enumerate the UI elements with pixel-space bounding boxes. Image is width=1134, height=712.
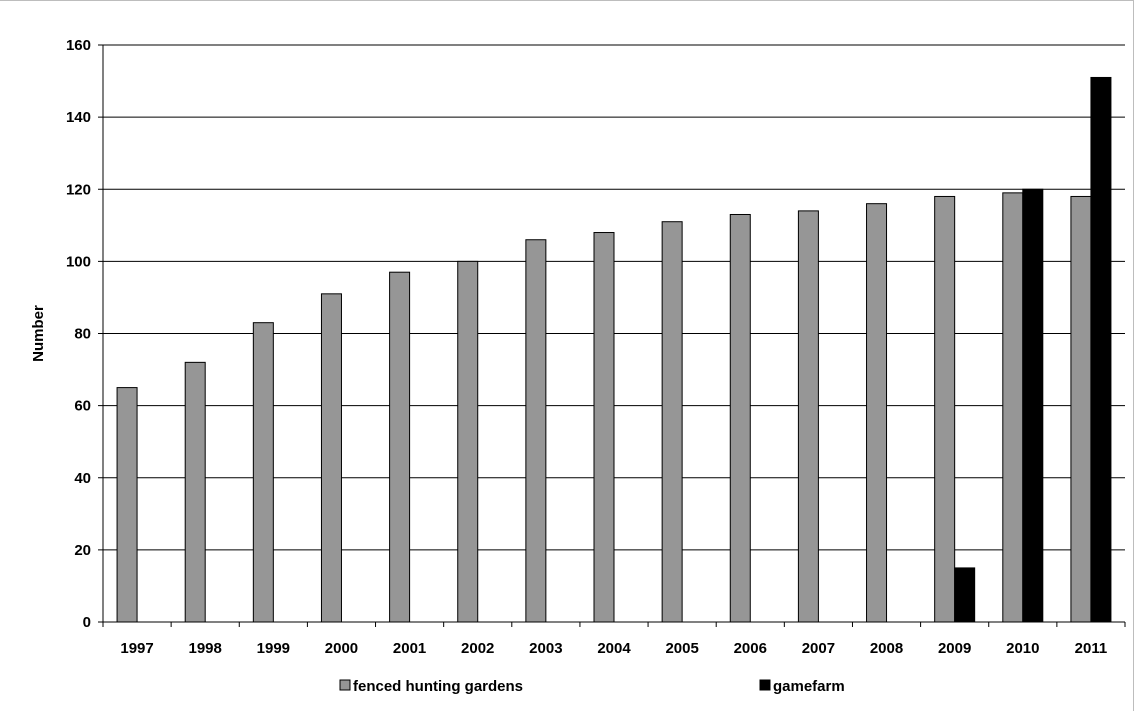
bar-fenced-hunting-gardens (184, 361, 206, 623)
y-tick-label: 160 (66, 37, 91, 54)
legend-label: gamefarm (773, 678, 845, 695)
x-tick-label: 2001 (393, 640, 426, 657)
bar-fenced-hunting-gardens (797, 210, 819, 623)
bar-fenced-hunting-gardens (729, 213, 751, 623)
bar-fenced-hunting-gardens (593, 232, 615, 623)
bar-fenced-hunting-gardens (934, 195, 956, 623)
bar-fenced-hunting-gardens (389, 271, 411, 623)
y-tick-label: 20 (74, 542, 91, 559)
y-tick-label: 80 (74, 326, 91, 343)
x-tick-label: 2004 (597, 640, 631, 657)
bar-fenced-hunting-gardens (320, 293, 342, 623)
x-tick-label: 2010 (1006, 640, 1039, 657)
y-tick-label: 60 (74, 398, 91, 415)
axes (98, 44, 1126, 627)
bar-fenced-hunting-gardens (252, 322, 274, 623)
y-axis-label: Number (30, 305, 47, 362)
bar-fenced-hunting-gardens (457, 260, 479, 623)
y-tick-label: 0 (83, 614, 91, 631)
bar-fenced-hunting-gardens (866, 203, 888, 623)
x-tick-label: 2009 (938, 640, 971, 657)
legend-swatch (339, 679, 351, 691)
bar-fenced-hunting-gardens (525, 239, 547, 623)
x-tick-label: 1999 (257, 640, 290, 657)
x-tick-label: 2003 (529, 640, 562, 657)
x-tick-label: 2007 (802, 640, 835, 657)
bar-fenced-hunting-gardens (1070, 195, 1092, 623)
bar-gamefarm (1090, 76, 1112, 623)
x-tick-label: 2005 (665, 640, 698, 657)
x-tick-label: 2002 (461, 640, 494, 657)
x-tick-label: 2008 (870, 640, 903, 657)
legend-swatch (759, 679, 771, 691)
x-tick-label: 2006 (734, 640, 767, 657)
y-tick-labels: 0 20 40 60 80 100 120 140 160 (66, 37, 91, 631)
y-tick-label: 100 (66, 253, 91, 270)
y-tick-label: 40 (74, 470, 91, 487)
bar-fenced-hunting-gardens (1002, 192, 1024, 623)
y-tick-label: 140 (66, 109, 91, 126)
legend-label: fenced hunting gardens (353, 678, 523, 695)
x-tick-label: 1997 (120, 640, 153, 657)
bar-fenced-hunting-gardens (116, 387, 138, 623)
bar-gamefarm (954, 567, 976, 623)
x-tick-label: 2011 (1075, 640, 1108, 657)
x-tick-label: 1998 (189, 640, 222, 657)
x-tick-label: 2000 (325, 640, 358, 657)
legend: fenced hunting gardens gamefarm (339, 678, 845, 695)
bars (116, 76, 1112, 623)
x-tick-labels: 1997 1998 1999 2000 2001 2002 2003 2004 2005 2006… (120, 640, 1107, 657)
bar-gamefarm (1022, 188, 1044, 623)
y-tick-label: 120 (66, 181, 91, 198)
bar-fenced-hunting-gardens (661, 221, 683, 623)
